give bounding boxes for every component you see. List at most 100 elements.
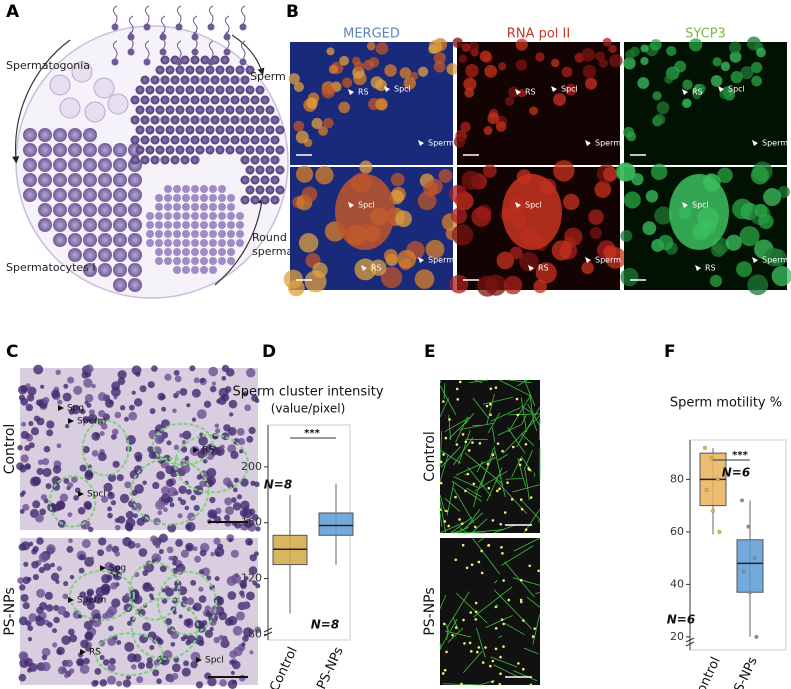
nucleus — [27, 625, 34, 632]
nucleus — [449, 274, 469, 294]
nucleus — [33, 364, 44, 375]
nucleus — [326, 47, 335, 56]
track — [502, 415, 541, 454]
sperm-dot — [519, 598, 523, 602]
cell — [135, 85, 145, 95]
cell — [38, 143, 52, 157]
nucleus — [652, 91, 662, 101]
cell — [191, 203, 199, 211]
nucleus — [213, 636, 221, 644]
nucleus — [36, 588, 46, 598]
cell — [113, 248, 127, 262]
nucleus — [35, 513, 44, 523]
cell — [215, 65, 225, 75]
nucleus — [32, 573, 40, 581]
cell — [130, 155, 140, 165]
cell — [230, 115, 240, 125]
nucleus — [223, 424, 231, 432]
cell — [175, 145, 185, 155]
nucleus — [197, 450, 206, 459]
nucleus — [163, 507, 168, 513]
nucleus — [251, 513, 259, 521]
nucleus — [232, 679, 237, 685]
image-label: Spcl — [561, 85, 578, 94]
cell — [190, 135, 200, 145]
nucleus — [27, 386, 37, 396]
point — [740, 498, 745, 503]
cell — [180, 75, 190, 85]
nucleus — [433, 60, 446, 73]
nucleus — [245, 537, 253, 546]
cell — [210, 95, 220, 105]
sperm-dot — [470, 563, 474, 567]
nucleus — [640, 56, 649, 66]
sperm-head — [239, 58, 247, 66]
nucleus — [18, 616, 28, 626]
track — [508, 379, 532, 384]
cell — [53, 233, 67, 247]
nucleus — [36, 467, 44, 476]
cell — [140, 75, 150, 85]
cell — [130, 95, 140, 105]
cell — [200, 266, 208, 274]
cell — [209, 248, 217, 256]
track — [475, 627, 486, 658]
row-label: PS-NPs — [2, 587, 18, 635]
cell — [209, 230, 217, 238]
sperm-dot — [441, 672, 445, 675]
nucleus — [107, 636, 117, 646]
cell — [227, 194, 235, 202]
nucleus — [99, 655, 105, 661]
track — [499, 379, 531, 397]
tubule-outline — [130, 597, 199, 660]
nucleus — [654, 206, 673, 225]
diagram-label: Round — [252, 231, 287, 244]
arrowhead — [585, 257, 591, 263]
sperm-dot — [503, 511, 507, 514]
sperm-dot — [463, 642, 466, 645]
image-label: Sperm — [762, 139, 788, 148]
nucleus — [79, 591, 87, 599]
nucleus — [28, 420, 34, 427]
nucleus — [194, 555, 202, 563]
cell — [255, 105, 265, 115]
cell — [155, 65, 165, 75]
track — [459, 527, 468, 534]
nucleus — [20, 430, 29, 440]
row-label: PS-NPs — [422, 587, 438, 635]
nucleus — [77, 506, 86, 515]
nucleus — [565, 83, 578, 96]
cell — [68, 143, 82, 157]
sperm-dot — [533, 627, 537, 630]
nucleus — [449, 184, 468, 204]
nucleus — [642, 221, 657, 236]
sperm-dot — [442, 400, 445, 403]
nucleus — [230, 450, 239, 460]
cell — [113, 173, 127, 187]
cell — [195, 125, 205, 135]
nucleus — [142, 480, 147, 485]
nucleus — [149, 586, 155, 592]
nucleus — [178, 485, 187, 494]
nucleus — [45, 604, 54, 612]
sperm-dot — [455, 443, 459, 446]
nucleus — [225, 506, 234, 516]
cell — [155, 125, 165, 135]
nucleus — [240, 478, 249, 487]
sperm-head — [175, 58, 183, 66]
nucleus — [487, 112, 500, 125]
cell — [175, 85, 185, 95]
track — [516, 379, 528, 387]
nucleus — [28, 662, 38, 672]
arrowhead — [361, 265, 367, 271]
cell — [200, 95, 210, 105]
sperm-head — [111, 58, 119, 66]
cell — [135, 125, 145, 135]
nucleus — [237, 437, 246, 446]
nucleus — [243, 627, 253, 638]
nucleus — [26, 394, 35, 402]
row-label: Control — [2, 424, 18, 475]
cell — [53, 173, 67, 187]
nucleus — [83, 620, 93, 630]
nucleus — [229, 412, 234, 417]
